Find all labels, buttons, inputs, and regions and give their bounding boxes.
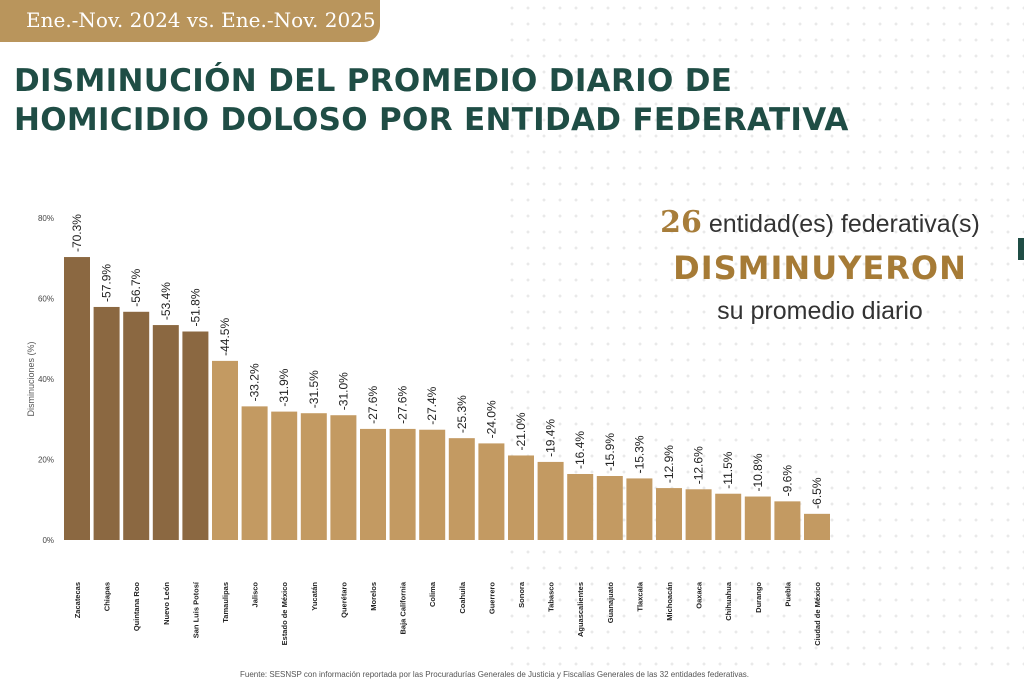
- bar: [537, 461, 564, 540]
- y-tick-label: 80%: [38, 214, 54, 223]
- x-tick-label: Guanajuato: [606, 582, 615, 624]
- x-tick-label: Tamaulipas: [221, 582, 230, 623]
- bar-value-label: -27.6%: [366, 386, 380, 424]
- x-tick-label: Yucatán: [310, 582, 319, 611]
- x-tick-label: Colima: [428, 581, 437, 607]
- bar-value-label: -31.0%: [336, 372, 350, 410]
- bar-value-label: -31.9%: [277, 368, 291, 406]
- bar: [182, 331, 209, 540]
- bar: [744, 496, 771, 540]
- bar: [330, 415, 357, 540]
- x-tick-label: Nuevo León: [162, 582, 171, 625]
- x-tick-label: Querétaro: [339, 582, 348, 618]
- x-tick-label: Michoacán: [665, 582, 674, 621]
- x-tick-label: Baja California: [399, 581, 408, 634]
- bar-value-label: -11.5%: [721, 451, 735, 488]
- x-tick-label: Ciudad de México: [813, 582, 822, 646]
- title-line-2: HOMICIDIO DOLOSO POR ENTIDAD FEDERATIVA: [14, 102, 849, 138]
- bar: [626, 478, 653, 540]
- source-footnote: Fuente: SESNSP con información reportada…: [240, 670, 750, 679]
- bar-value-label: -21.0%: [514, 412, 528, 450]
- bar-value-label: -27.4%: [425, 386, 439, 424]
- summary-verb: DISMINUYERON: [673, 249, 967, 287]
- page-title: DISMINUCIÓN DEL PROMEDIO DIARIO DE HOMIC…: [14, 62, 894, 140]
- bar: [567, 473, 594, 540]
- summary-count-suffix: entidad(es) federativa(s): [701, 210, 980, 238]
- x-tick-label: Puebla: [783, 581, 792, 606]
- bar: [389, 428, 416, 540]
- y-tick-label: 40%: [38, 375, 54, 384]
- y-axis-label: Disminuciones (%): [26, 341, 36, 416]
- period-badge: Ene.-Nov. 2024 vs. Ene.-Nov. 2025: [0, 0, 380, 42]
- bar: [596, 476, 623, 540]
- bar: [271, 411, 298, 540]
- x-tick-label: Quintana Roo: [132, 582, 141, 632]
- bar: [774, 501, 801, 540]
- bar: [212, 360, 238, 540]
- x-tick-label: Aguascalientes: [576, 582, 585, 637]
- bar: [448, 438, 475, 540]
- dot-pattern-background: [504, 0, 1024, 678]
- x-tick-label: Guerrero: [487, 582, 496, 615]
- bar: [300, 413, 327, 540]
- bar-value-label: -15.9%: [603, 433, 617, 471]
- x-tick-label: Oaxaca: [695, 581, 704, 609]
- x-tick-label: Sonora: [517, 581, 526, 608]
- summary-count: 26: [660, 205, 702, 240]
- x-tick-label: Zacatecas: [73, 582, 82, 618]
- x-tick-label: San Luis Potosí: [191, 581, 200, 638]
- bar: [656, 488, 682, 540]
- bar-value-label: -70.3%: [70, 214, 84, 252]
- bar: [685, 489, 712, 540]
- bar-value-label: -51.8%: [188, 288, 202, 326]
- bar-value-label: -33.2%: [248, 363, 262, 401]
- bar: [508, 455, 534, 540]
- bar: [478, 443, 505, 540]
- bar: [804, 513, 830, 540]
- y-tick-label: 60%: [38, 295, 54, 304]
- bar-value-label: -15.3%: [632, 435, 646, 473]
- bar-value-label: -12.9%: [662, 445, 676, 483]
- x-tick-label: Chiapas: [103, 582, 112, 611]
- bar-value-label: -19.4%: [544, 419, 558, 457]
- summary-callout: 26 entidad(es) federativa(s) DISMINUYERO…: [600, 205, 1024, 328]
- summary-count-line: 26 entidad(es) federativa(s): [600, 205, 1024, 242]
- x-tick-label: Jalisco: [251, 582, 260, 608]
- bar-value-label: -24.0%: [484, 400, 498, 438]
- bar-value-label: -10.8%: [751, 453, 765, 491]
- bar-value-label: -12.6%: [692, 446, 706, 484]
- bar-value-label: -56.7%: [129, 268, 143, 306]
- bar-value-label: -31.5%: [307, 370, 321, 408]
- y-tick-label: 20%: [38, 456, 54, 465]
- bar-value-label: -6.5%: [810, 477, 824, 509]
- bar-value-label: -53.4%: [159, 282, 173, 320]
- bar-value-label: -25.3%: [455, 395, 469, 433]
- bar-value-label: -57.9%: [100, 264, 114, 302]
- x-tick-label: Estado de México: [280, 582, 289, 646]
- bar: [419, 429, 446, 540]
- summary-tail: su promedio diario: [717, 297, 923, 325]
- bar-value-label: -27.6%: [396, 386, 410, 424]
- y-tick-label: 0%: [42, 536, 54, 545]
- x-tick-label: Morelos: [369, 582, 378, 611]
- bar: [360, 428, 386, 540]
- bar: [241, 406, 268, 540]
- x-tick-label: Coahuila: [458, 581, 467, 613]
- x-tick-label: Chihuahua: [724, 581, 733, 621]
- x-tick-label: Tlaxcala: [635, 581, 644, 611]
- bar: [123, 311, 150, 540]
- bar: [93, 306, 120, 540]
- bar: [715, 493, 742, 540]
- title-line-1: DISMINUCIÓN DEL PROMEDIO DIARIO DE: [14, 63, 733, 99]
- bar-value-label: -9.6%: [780, 465, 794, 497]
- bar: [64, 257, 90, 540]
- bar: [152, 325, 179, 540]
- x-tick-label: Durango: [754, 582, 763, 613]
- x-tick-label: Tabasco: [547, 582, 556, 612]
- bar-value-label: -16.4%: [573, 431, 587, 469]
- bar-value-label: -44.5%: [218, 318, 232, 356]
- edge-accent-mark: [1018, 238, 1024, 260]
- bar-chart: Disminuciones (%) 0% 20% 40% 60% 80% -70.3% Zac…: [26, 214, 830, 646]
